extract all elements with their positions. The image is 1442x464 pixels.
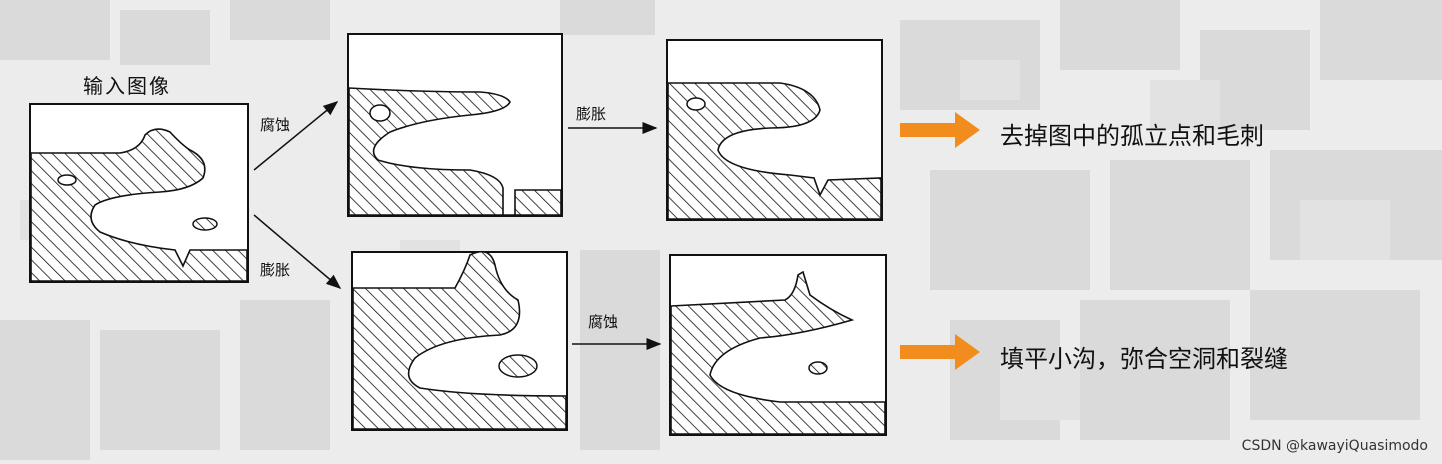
erosion-label-1: 腐蚀 <box>260 116 291 134</box>
closing-result-text: 填平小沟，弥合空洞和裂缝 <box>1000 345 1288 373</box>
dilation-label-2: 膨胀 <box>576 105 607 123</box>
input-shape <box>30 128 248 282</box>
erosion-label-2: 腐蚀 <box>588 313 619 331</box>
eroded-image-panel <box>347 33 563 217</box>
small-blob <box>192 217 218 231</box>
watermark: CSDN @kawayiQuasimodo <box>1241 438 1428 454</box>
erosion-arrow-up <box>253 101 339 171</box>
isolated-dot <box>57 174 77 186</box>
input-image-title: 输入图像 <box>83 74 171 98</box>
dilation-arrow-down <box>253 214 342 289</box>
dilated-image-panel <box>351 250 568 431</box>
closing-image-panel <box>669 254 887 436</box>
orange-arrow-bottom <box>900 334 980 370</box>
input-image-panel <box>29 103 249 283</box>
dilation-label-1: 膨胀 <box>260 261 291 279</box>
opening-image-panel <box>666 39 883 221</box>
orange-arrow-top <box>900 112 980 148</box>
opening-result-text: 去掉图中的孤立点和毛刺 <box>1000 122 1264 150</box>
